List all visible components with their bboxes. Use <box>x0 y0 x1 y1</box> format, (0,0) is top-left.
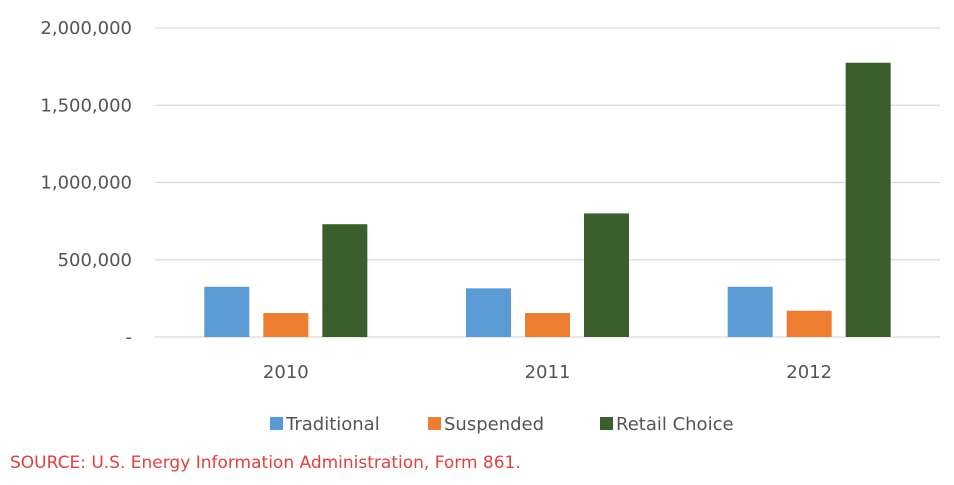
x-tick-label: 2010 <box>263 362 309 383</box>
bar <box>204 286 250 337</box>
y-tick-label: 2,000,000 <box>40 18 132 39</box>
bar <box>786 310 832 337</box>
bar <box>584 213 629 337</box>
x-tick-label: 2012 <box>786 362 832 383</box>
y-tick-label: 1,500,000 <box>40 95 132 116</box>
legend-label: Retail Choice <box>616 414 734 435</box>
legend-swatch <box>600 417 613 430</box>
y-tick-label: - <box>126 327 133 348</box>
bar <box>322 224 368 337</box>
source-note: SOURCE: U.S. Energy Information Administ… <box>10 453 521 473</box>
legend-label: Traditional <box>285 414 380 435</box>
legend-swatch <box>270 417 283 430</box>
x-tick-label: 2011 <box>525 362 571 383</box>
bar <box>525 313 570 337</box>
legend-label: Suspended <box>444 414 544 435</box>
bar <box>466 288 511 337</box>
legend-swatch <box>428 417 441 430</box>
y-tick-label: 500,000 <box>58 250 132 271</box>
bar <box>845 62 891 337</box>
y-tick-label: 1,000,000 <box>40 173 132 194</box>
bar <box>727 286 773 337</box>
bar <box>263 313 309 337</box>
